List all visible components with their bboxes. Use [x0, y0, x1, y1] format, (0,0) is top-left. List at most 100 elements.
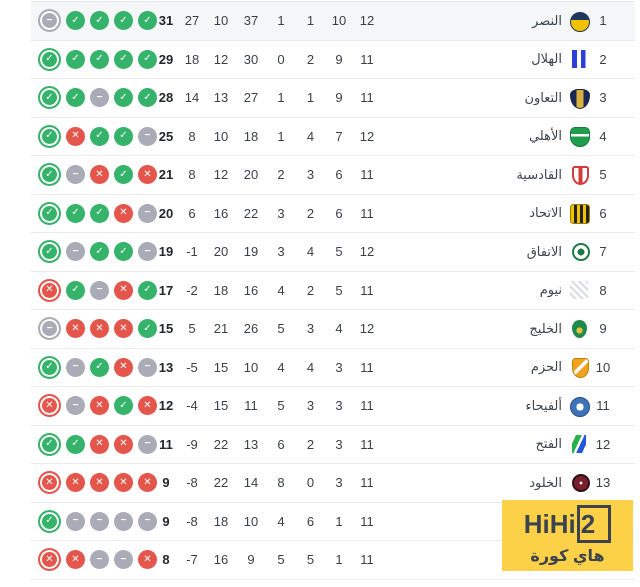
played: 11: [360, 513, 374, 529]
position: 6: [599, 205, 607, 221]
wins: 3: [335, 398, 343, 414]
losses: 4: [277, 513, 285, 529]
league-standings-table: − ✓ ✓ ✓ ✓ 31 27 10 37 1 1 10 12 النصر 1 ✓ ✓ ✓ ✓…: [31, 1, 635, 580]
team-name: نيوم: [539, 282, 562, 298]
form-results: ✕ ✕ ✕ ✕ ✕: [38, 471, 157, 495]
points: 19: [158, 244, 174, 260]
wins: 1: [335, 552, 343, 568]
table-row[interactable]: − ✕ ✕ ✕ ✓ 15 5 21 26 5 3 4 12 الخليج 9: [31, 310, 635, 349]
table-row[interactable]: ✓ ✓ ✕ ✕ − 11 -9 22 13 6 2 3 11 الفتح 12: [31, 425, 635, 464]
loss-result-icon: ✕: [38, 471, 61, 495]
table-row[interactable]: ✓ ✕ ✓ ✓ − 25 8 10 18 1 4 7 12 الأهلي 4: [31, 117, 635, 156]
position: 12: [595, 436, 611, 452]
loss-result-icon: ✕: [66, 126, 85, 146]
played: 11: [360, 475, 374, 491]
losses: 3: [277, 244, 285, 260]
draw-result-icon: −: [138, 357, 157, 377]
draws: 2: [306, 51, 315, 67]
draw-result-icon: −: [38, 317, 61, 341]
win-result-icon: ✓: [38, 124, 61, 148]
table-row[interactable]: ✓ ✓ ✓ ✕ − 20 6 16 22 3 2 6 11 الاتحاد 6: [31, 194, 635, 233]
loss-result-icon: ✕: [138, 473, 157, 493]
position: 4: [599, 128, 607, 144]
form-results: ✓ ✓ ✕ ✕ −: [38, 432, 157, 456]
win-result-icon: ✓: [38, 432, 61, 456]
draw-result-icon: −: [66, 165, 85, 185]
goals-against: 16: [213, 205, 229, 221]
played: 11: [360, 282, 374, 298]
draws: 3: [306, 167, 315, 183]
form-results: ✓ − ✓ ✓ −: [38, 240, 157, 264]
goals-against: 15: [213, 359, 229, 375]
played: 12: [359, 128, 375, 144]
team-logo-icon: [570, 358, 589, 379]
played: 12: [359, 13, 375, 29]
table-row[interactable]: ✕ ✓ − ✕ ✓ 17 -2 18 16 4 2 5 11 نيوم 8: [31, 271, 635, 310]
goals-for: 20: [243, 167, 259, 183]
goals-against: 16: [213, 552, 229, 568]
goals-for: 26: [243, 321, 259, 337]
team-name: الفتح: [535, 436, 562, 452]
table-row[interactable]: ✕ − ✕ ✓ ✕ 12 -4 15 11 5 3 3 11 ألفيحاء 11: [31, 387, 635, 426]
table-row[interactable]: − ✓ ✓ ✓ ✓ 31 27 10 37 1 1 10 12 النصر 1: [31, 2, 635, 41]
team-logo-icon: [570, 435, 588, 454]
losses: 4: [277, 359, 285, 375]
team-name: الاتفاق: [526, 243, 562, 259]
table-row[interactable]: ✓ − ✓ ✕ − 13 -5 15 10 4 4 3 11 الحزم 10: [31, 348, 635, 387]
goals-against: 20: [213, 244, 229, 260]
team-logo-icon: [570, 127, 590, 148]
losses: 2: [277, 167, 285, 183]
goals-against: 13: [213, 90, 229, 106]
neom-logo: [570, 281, 588, 300]
goals-for: 13: [243, 436, 259, 452]
win-result-icon: ✓: [114, 165, 133, 185]
position: 3: [599, 90, 607, 106]
team-name: ألفيحاء: [525, 397, 562, 413]
wins: 3: [335, 436, 343, 452]
alahli-logo: [570, 127, 590, 148]
goal-diff: -9: [186, 436, 198, 452]
table-row[interactable]: ✓ ✓ ✓ ✓ ✓ 29 18 12 30 0 2 9 11 الهلال 2: [31, 40, 635, 79]
loss-result-icon: ✕: [90, 473, 109, 493]
alittihad-logo: [570, 204, 590, 225]
table-row[interactable]: ✓ ✓ − ✓ ✓ 28 14 13 27 1 1 9 11 التعاون 3: [31, 79, 635, 118]
goal-diff: 8: [188, 128, 196, 144]
losses: 1: [277, 128, 285, 144]
points: 25: [158, 128, 174, 144]
goals-for: 10: [243, 513, 259, 529]
points: 21: [158, 167, 174, 183]
goals-for: 30: [243, 51, 259, 67]
goals-for: 37: [243, 13, 259, 29]
goals-against: 10: [213, 128, 229, 144]
goal-diff: -5: [186, 359, 198, 375]
points: 29: [158, 51, 174, 67]
win-result-icon: ✓: [114, 126, 133, 146]
played: 11: [360, 205, 374, 221]
goals-against: 12: [213, 167, 229, 183]
losses: 8: [277, 475, 285, 491]
alettifaq-logo: [572, 242, 590, 261]
win-result-icon: ✓: [138, 11, 157, 31]
draw-result-icon: −: [38, 9, 61, 33]
goal-diff: -8: [186, 475, 198, 491]
draws: 4: [306, 128, 315, 144]
table-row[interactable]: ✕ ✕ ✕ ✕ ✕ 9 -8 22 14 8 0 3 11 الخلود 13: [31, 464, 635, 503]
table-row[interactable]: ✓ − ✕ ✓ ✕ 21 8 12 20 2 3 6 11 القادسية 5: [31, 156, 635, 195]
watermark-hihi2: HiHi 2 هاي كورة: [502, 500, 633, 571]
form-results: ✕ ✓ − ✕ ✓: [38, 278, 157, 302]
goal-diff: 27: [184, 13, 200, 29]
loss-result-icon: ✕: [90, 165, 109, 185]
win-result-icon: ✓: [38, 509, 61, 533]
alhilal-logo: [570, 50, 588, 69]
loss-result-icon: ✕: [138, 165, 157, 185]
form-results: ✓ − − − −: [38, 509, 157, 533]
loss-result-icon: ✕: [114, 473, 133, 493]
loss-result-icon: ✕: [66, 550, 85, 570]
draws: 2: [306, 282, 315, 298]
win-result-icon: ✓: [38, 47, 61, 71]
table-row[interactable]: ✓ − ✓ ✓ − 19 -1 20 19 3 4 5 12 الاتفاق 7: [31, 233, 635, 272]
watermark-square-frame: 2: [576, 505, 612, 543]
draw-result-icon: −: [66, 357, 85, 377]
loss-result-icon: ✕: [66, 319, 85, 339]
draws: 0: [306, 475, 315, 491]
